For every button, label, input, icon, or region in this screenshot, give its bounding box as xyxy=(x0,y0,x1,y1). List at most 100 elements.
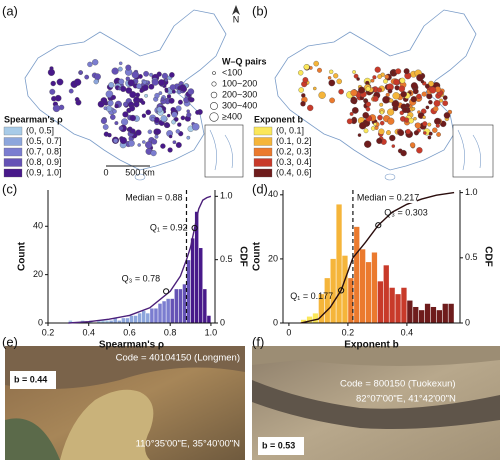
bar xyxy=(395,294,401,323)
size-legend-label: 300~400 xyxy=(222,100,257,110)
coord-label: 110°35'00"E, 35°40'00"N xyxy=(136,439,241,450)
coord-label: 82°07'00"E, 41°42'00"N xyxy=(356,394,456,405)
cdf-line xyxy=(300,191,455,324)
station-dot xyxy=(433,99,441,107)
bar xyxy=(424,303,431,323)
station-dot xyxy=(427,122,432,127)
annotation-bg xyxy=(354,192,417,203)
station-dot xyxy=(158,79,165,86)
station-dot xyxy=(177,122,182,127)
river-valley xyxy=(252,380,500,429)
station-dot xyxy=(377,114,383,121)
station-dot xyxy=(399,77,406,84)
station-dot xyxy=(346,118,353,125)
size-legend-label: ≥400 xyxy=(222,111,242,121)
station-dot xyxy=(416,147,423,154)
station-dot xyxy=(338,88,344,95)
station-dot xyxy=(171,89,176,94)
quartile-label: Q₁ = 0.177 xyxy=(290,291,333,301)
station-dot xyxy=(384,74,390,79)
station-dot xyxy=(142,140,146,144)
legend-label: (0.3, 0.4] xyxy=(276,157,312,167)
station-dot xyxy=(142,80,147,85)
station-dot xyxy=(113,138,119,144)
station-dot xyxy=(298,70,304,76)
station-dot xyxy=(429,86,437,94)
station-dot xyxy=(74,97,80,102)
y2-axis-label: CDF xyxy=(482,246,493,267)
station-dot xyxy=(156,106,163,113)
station-dot xyxy=(174,117,179,122)
size-legend-symbol xyxy=(212,71,216,75)
bar xyxy=(117,320,122,323)
station-dot xyxy=(442,100,449,107)
station-dot xyxy=(141,113,147,118)
panel-label: (e) xyxy=(2,334,18,349)
station-dot xyxy=(143,70,149,77)
x-tick-label: 1.0 xyxy=(205,327,218,337)
station-dot xyxy=(387,108,395,116)
bar xyxy=(125,318,130,323)
station-dot xyxy=(54,94,62,102)
station-dot xyxy=(387,88,393,94)
station-dot xyxy=(175,142,182,148)
station-dot xyxy=(317,67,322,73)
station-dot xyxy=(148,83,155,90)
station-dot xyxy=(392,92,400,100)
station-dot xyxy=(302,77,309,83)
station-dot xyxy=(359,122,367,130)
station-dot xyxy=(125,76,130,81)
bar xyxy=(389,287,395,323)
station-dot xyxy=(118,78,125,85)
station-dot xyxy=(387,117,395,125)
station-dot xyxy=(111,94,116,100)
station-dot xyxy=(56,78,64,86)
size-legend-symbol xyxy=(210,102,218,110)
station-dot xyxy=(356,77,360,81)
bar xyxy=(170,298,174,323)
station-dot xyxy=(181,86,187,92)
legend-swatch xyxy=(3,126,23,136)
bar xyxy=(150,308,154,323)
station-dot xyxy=(144,93,148,98)
station-dot xyxy=(391,144,396,148)
station-dot xyxy=(117,86,122,91)
station-dot xyxy=(300,101,306,107)
bar xyxy=(324,278,330,323)
station-dot xyxy=(409,142,416,148)
station-dot xyxy=(129,105,136,112)
station-dot xyxy=(107,100,114,107)
quartile-label: Q₃ = 0.78 xyxy=(122,274,160,284)
scale-label: 500 km xyxy=(125,167,155,177)
station-dot xyxy=(363,128,369,134)
station-dot xyxy=(416,74,424,82)
bar xyxy=(371,252,378,323)
code-label: Code = 40104150 (Longmen) xyxy=(116,353,240,364)
station-dot xyxy=(150,150,157,157)
station-dot xyxy=(195,110,200,115)
station-dot xyxy=(372,75,377,80)
x-tick-label: 0.4 xyxy=(82,327,95,337)
station-dot xyxy=(413,130,419,136)
station-dot xyxy=(119,136,127,145)
station-dot xyxy=(160,97,165,101)
x-axis-label: Exponent b xyxy=(344,340,398,351)
station-dot xyxy=(416,93,422,100)
station-dot xyxy=(432,127,438,133)
y-tick-label: 0 xyxy=(38,317,43,327)
bar xyxy=(154,308,158,323)
station-dot xyxy=(405,128,411,135)
station-dot xyxy=(434,117,441,125)
legend-swatch xyxy=(3,147,23,157)
photo-e xyxy=(5,346,245,460)
station-dot xyxy=(398,85,406,93)
station-dot xyxy=(68,88,74,94)
bar xyxy=(141,310,146,323)
station-dot xyxy=(161,72,168,79)
station-dot xyxy=(362,112,369,119)
bar xyxy=(146,313,150,323)
station-dot xyxy=(129,91,137,99)
bar xyxy=(419,310,425,323)
map-panel xyxy=(24,9,244,181)
bar xyxy=(137,313,142,323)
